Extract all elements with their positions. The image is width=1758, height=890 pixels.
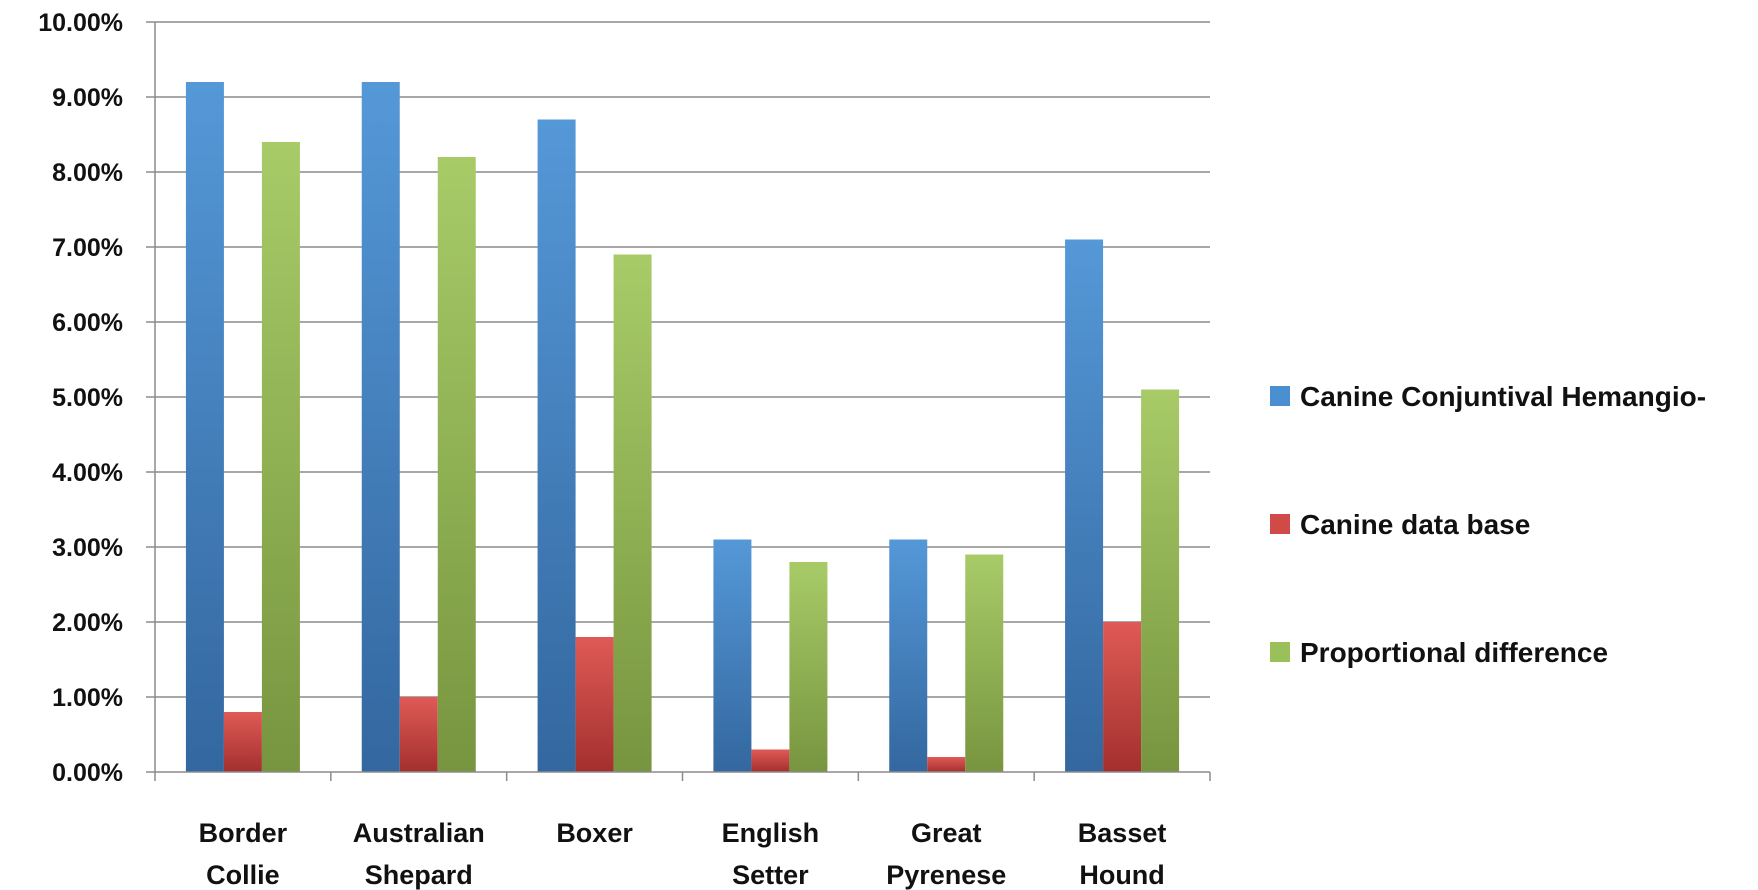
bar (1141, 389, 1180, 772)
legend-label: Canine data base (1300, 509, 1530, 540)
x-category-label: Shepard (365, 860, 473, 890)
bar (1065, 239, 1104, 772)
bar (889, 539, 928, 772)
y-tick-label: 2.00% (52, 609, 123, 637)
gridlines (155, 21, 1210, 698)
y-tick-label: 1.00% (52, 684, 123, 712)
x-category-labels: Border Collie Australian Shepard Boxer Englis… (199, 818, 1167, 890)
x-category-label: Setter (732, 860, 809, 890)
bar (1103, 622, 1142, 772)
x-category-label: Collie (206, 860, 280, 890)
bar (537, 119, 576, 772)
y-tick-label: 9.00% (52, 84, 123, 112)
x-category-label: Boxer (556, 818, 633, 848)
y-tick-label: 7.00% (52, 234, 123, 262)
y-tick-label: 5.00% (52, 384, 123, 412)
bar (789, 562, 828, 772)
legend: Canine Conjuntival Hemangio- Canine data … (1270, 381, 1706, 668)
y-tick-label: 10.00% (38, 9, 123, 37)
bar (965, 554, 1004, 772)
bar (927, 757, 966, 772)
x-category-label: Pyrenese (886, 860, 1006, 890)
x-category-label: Border (199, 818, 288, 848)
y-tick-label: 4.00% (52, 459, 123, 487)
y-tick-label: 6.00% (52, 309, 123, 337)
x-category-label: Basset (1078, 818, 1167, 848)
legend-swatch (1270, 642, 1290, 662)
bar (437, 157, 476, 772)
legend-label: Proportional difference (1300, 637, 1608, 668)
y-tick-label: 8.00% (52, 159, 123, 187)
y-tick-label: 0.00% (52, 759, 123, 787)
bar (361, 82, 400, 772)
x-category-label: English (722, 818, 820, 848)
bar (713, 539, 752, 772)
bar (261, 142, 300, 772)
legend-swatch (1270, 514, 1290, 534)
legend-label: Canine Conjuntival Hemangio- (1300, 381, 1706, 412)
y-tick-label: 3.00% (52, 534, 123, 562)
axes (146, 21, 1211, 781)
bar (185, 82, 224, 772)
bars (185, 82, 1180, 772)
bar (223, 712, 262, 772)
bar (575, 637, 614, 772)
y-tick-labels: 0.00% 1.00% 2.00% 3.00% 4.00% 5.00% 6.00% 7.00%… (38, 9, 123, 787)
x-category-label: Hound (1079, 860, 1164, 890)
bar (613, 254, 652, 772)
x-category-label: Australian (353, 818, 485, 848)
bar (399, 697, 438, 772)
legend-swatch (1270, 386, 1290, 406)
bar (751, 749, 790, 772)
x-category-label: Great (911, 818, 982, 848)
